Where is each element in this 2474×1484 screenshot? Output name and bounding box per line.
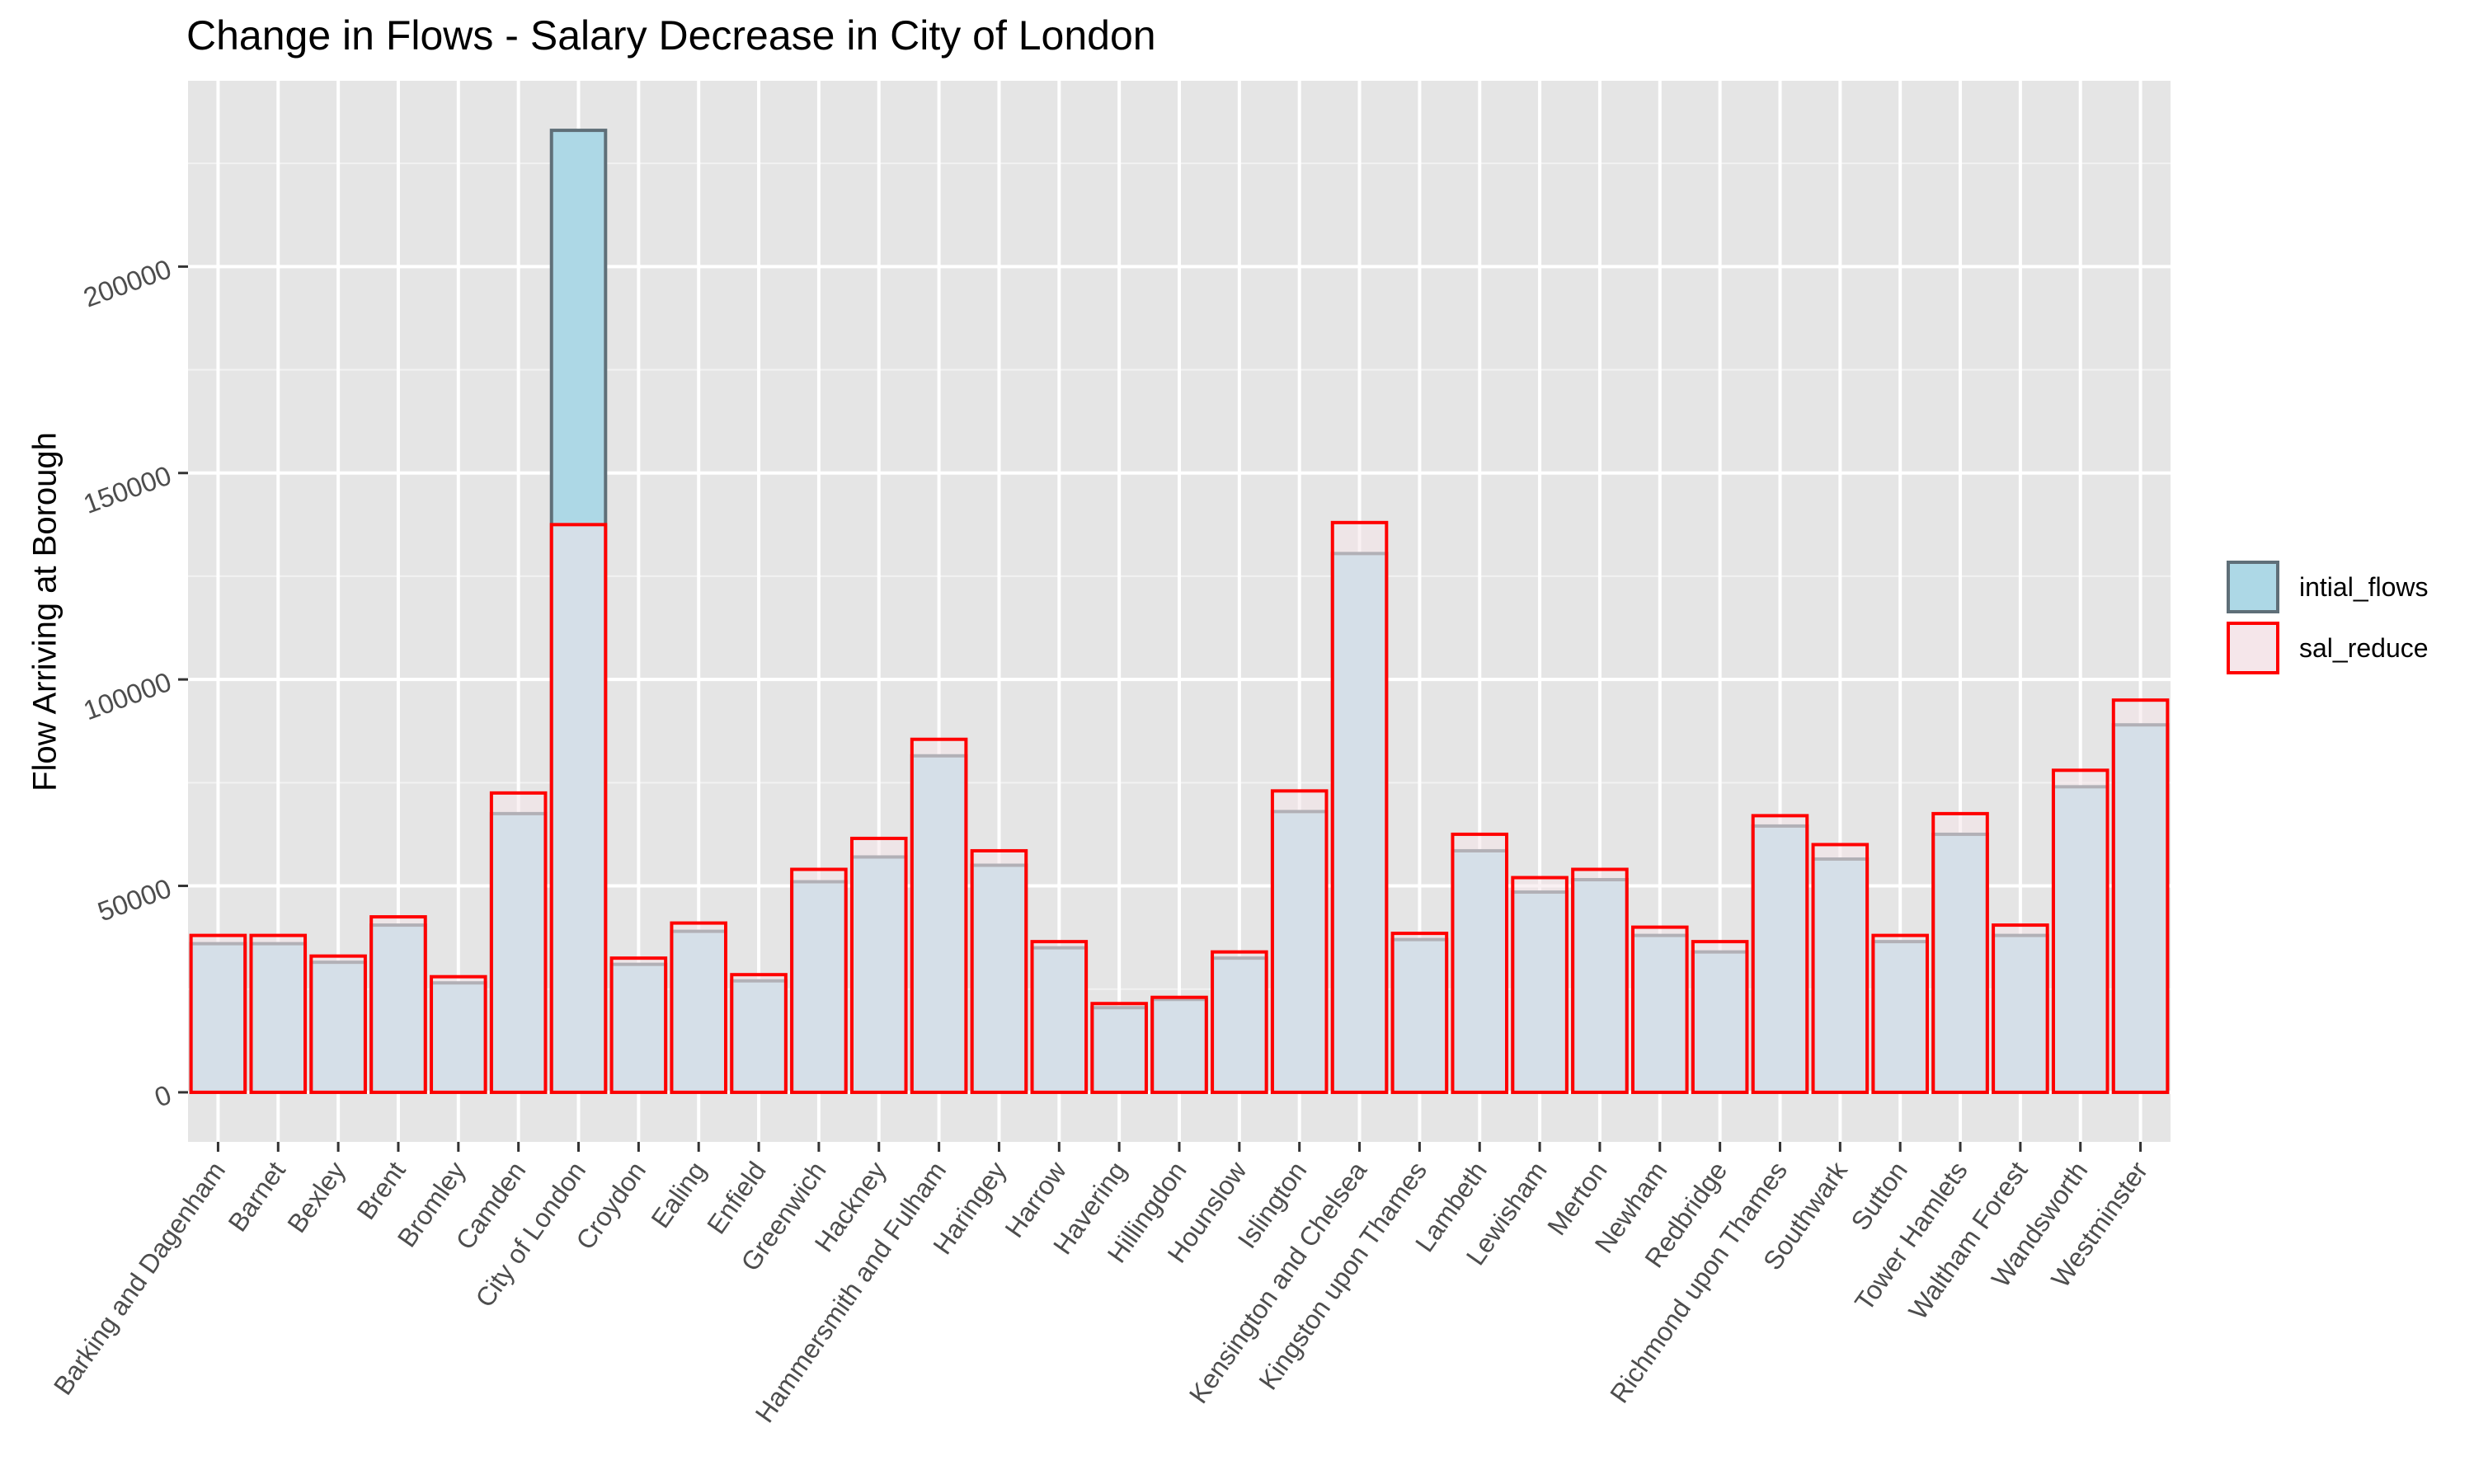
bar-sal_reduce [1811,843,1870,1094]
bar-sal_reduce [1451,832,1509,1094]
bar-sal_reduce [670,921,727,1094]
bar-sal_reduce [1211,950,1268,1094]
bar-sal_reduce [1631,925,1689,1094]
bar-sal_reduce [970,848,1028,1094]
chart-title: Change in Flows - Salary Decrease in Cit… [186,12,1156,59]
legend-item-sal_reduce: sal_reduce [2227,618,2474,679]
bar-sal_reduce [1150,995,1208,1094]
legend-label: sal_reduce [2299,633,2429,663]
x-tick-label: Barking and Dagenham [48,1156,231,1400]
bar-sal_reduce [430,974,487,1094]
bar-sal_reduce [309,954,367,1094]
bar-sal_reduce [2111,698,2170,1094]
bar-sal_reduce [609,956,668,1094]
legend-key [2227,622,2279,674]
y-tick-label: 50000 [94,872,176,927]
legend-label: intial_flows [2299,572,2429,602]
bar-sal_reduce [1030,940,1089,1094]
bar-sal_reduce [189,933,247,1094]
bar-sal_reduce [910,737,968,1094]
bar-sal_reduce [1090,1002,1148,1094]
bar-sal_reduce [1751,814,1809,1094]
bar-sal_reduce [1511,876,1569,1094]
x-tick-label: Bexley [281,1156,351,1237]
legend-key [2227,561,2279,613]
bar-sal_reduce [369,915,427,1094]
x-tick-label: Brent [350,1156,411,1224]
y-tick-label: 100000 [79,666,175,726]
bar-sal_reduce [1390,932,1449,1094]
bar-sal_reduce [549,523,608,1094]
bar-sal_reduce [1270,789,1329,1094]
bar-sal_reduce [1871,933,1929,1094]
bar-sal_reduce [790,867,848,1094]
legend: intial_flows sal_reduce [2227,557,2474,679]
bar-sal_reduce [1691,940,1749,1094]
bar-sal_reduce [849,836,908,1094]
x-tick-label: Barnet [222,1156,291,1237]
bar-sal_reduce [1330,520,1389,1094]
legend-item-intial_flows: intial_flows [2227,557,2474,618]
bar-sal_reduce [1931,811,1989,1094]
bar-sal_reduce [2051,768,2109,1094]
bar-sal_reduce [1571,867,1629,1094]
bar-sal_reduce [489,791,548,1094]
bar-sal_reduce [1992,923,2049,1094]
bar-sal_reduce [249,933,308,1094]
y-tick-label: 150000 [79,460,175,519]
y-tick-label: 200000 [79,253,175,312]
y-tick-label: 0 [150,1079,175,1113]
bar-sal_reduce [730,973,788,1094]
